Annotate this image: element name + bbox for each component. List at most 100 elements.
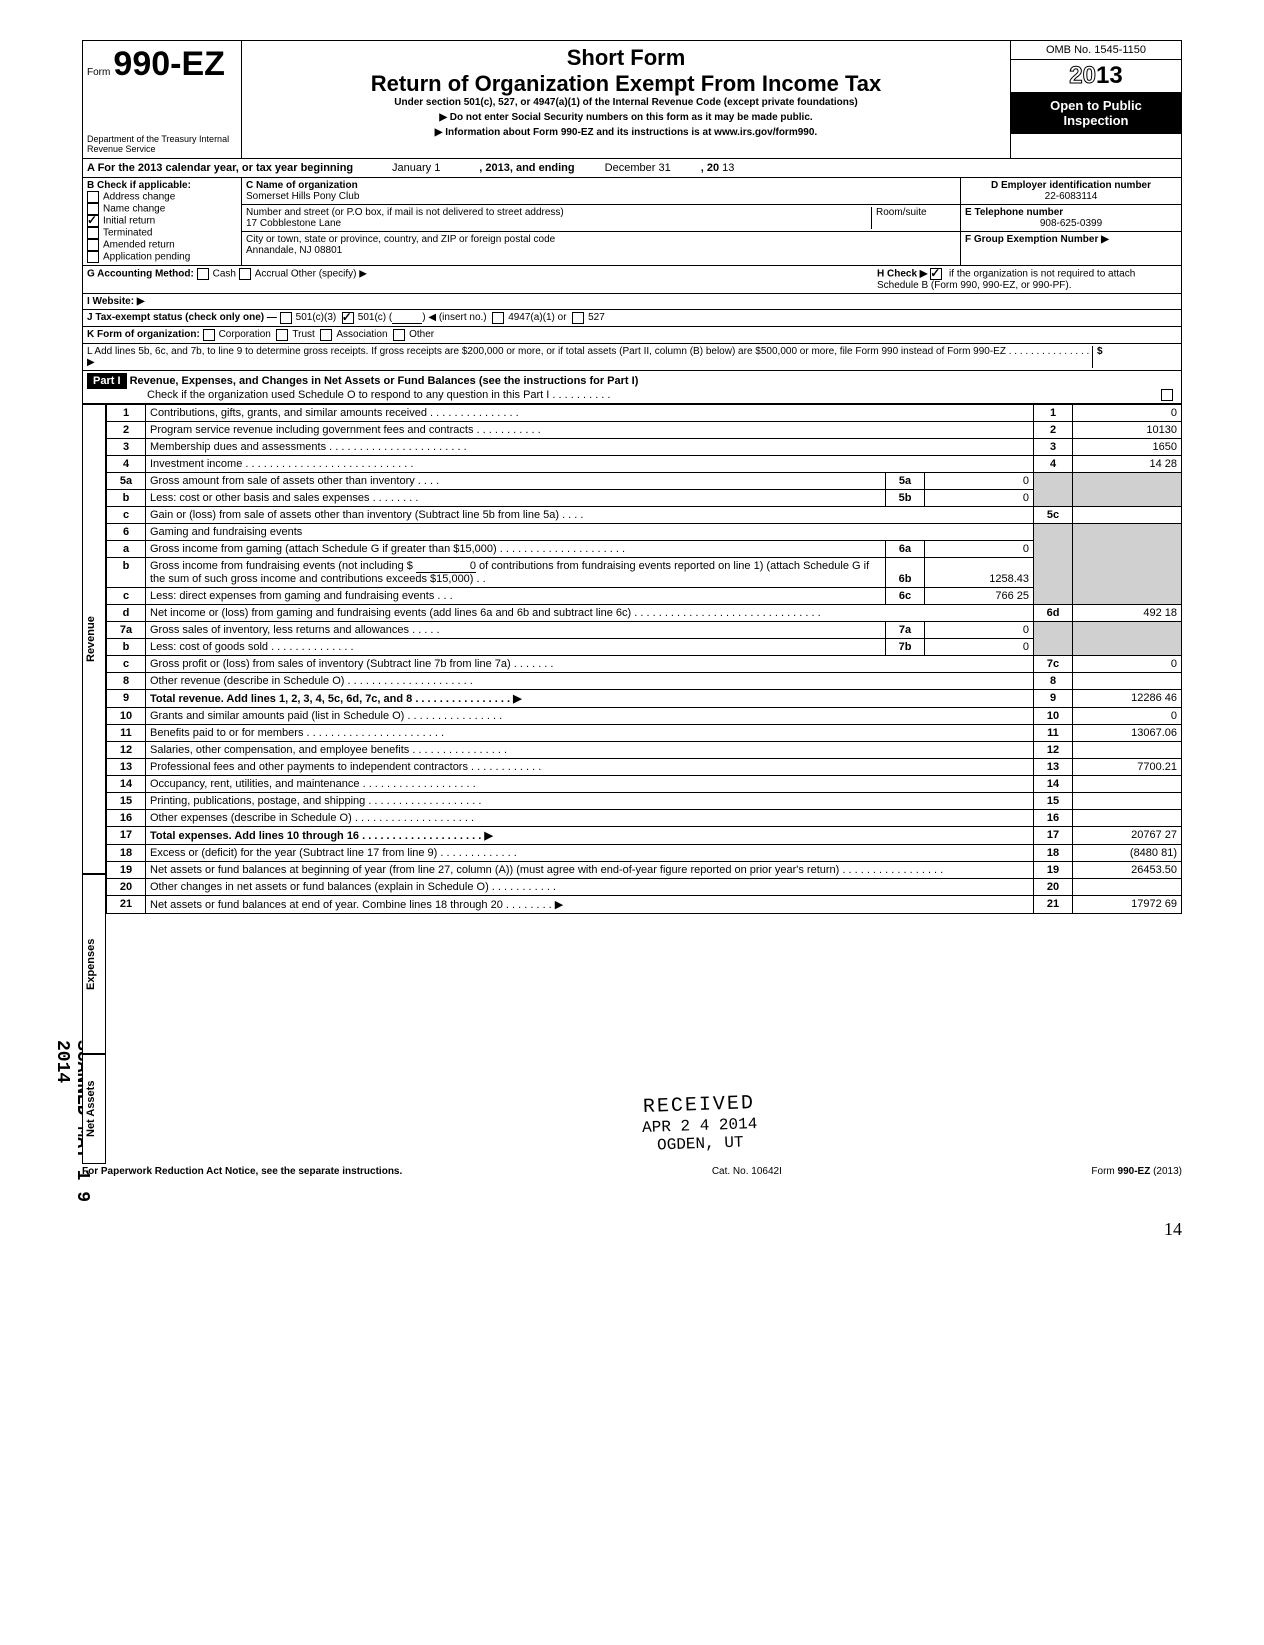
line6a-num: a <box>107 541 146 558</box>
subtitle: Under section 501(c), 527, or 4947(a)(1)… <box>246 97 1006 108</box>
lbl-501c-suffix: ) ◀ (insert no.) <box>422 312 486 324</box>
line10-val: 0 <box>1073 708 1182 725</box>
line21-box: 21 <box>1034 896 1073 914</box>
line2-num: 2 <box>107 422 146 439</box>
line17-val: 20767 27 <box>1073 827 1182 845</box>
row-g: G Accounting Method: Cash Accrual Other … <box>82 266 1182 294</box>
tax-year-end: December 31 <box>578 162 698 174</box>
ein-value: 22-6083114 <box>1045 191 1098 202</box>
l-dollar: $ <box>1097 346 1103 357</box>
chk-accrual[interactable] <box>239 268 251 280</box>
line19-box: 19 <box>1034 862 1073 879</box>
line16-num: 16 <box>107 810 146 827</box>
line8-val <box>1073 673 1182 690</box>
line1-text: Contributions, gifts, grants, and simila… <box>146 405 1034 422</box>
line5c-val <box>1073 507 1182 524</box>
line18-text: Excess or (deficit) for the year (Subtra… <box>146 845 1034 862</box>
line20-val <box>1073 879 1182 896</box>
line4-val: 14 28 <box>1073 456 1182 473</box>
line18-val: (8480 81) <box>1073 845 1182 862</box>
note-ssn: ▶ Do not enter Social Security numbers o… <box>246 112 1006 123</box>
section-bcdef: B Check if applicable: Address change Na… <box>82 178 1182 266</box>
main-title: Return of Organization Exempt From Incom… <box>246 71 1006 97</box>
chk-527[interactable] <box>572 312 584 324</box>
form-header: Form 990-EZ Department of the Treasury I… <box>82 40 1182 159</box>
line15-num: 15 <box>107 793 146 810</box>
row-k: K Form of organization: Corporation Trus… <box>82 327 1182 344</box>
chk-initial-return[interactable] <box>87 215 99 227</box>
page-number: 14 <box>82 1219 1182 1240</box>
line5a-num: 5a <box>107 473 146 490</box>
line14-text: Occupancy, rent, utilities, and maintena… <box>146 776 1034 793</box>
line19-num: 19 <box>107 862 146 879</box>
chk-corp[interactable] <box>203 329 215 341</box>
line3-num: 3 <box>107 439 146 456</box>
chk-501c3[interactable] <box>280 312 292 324</box>
part1-header-row: Part I Revenue, Expenses, and Changes in… <box>82 371 1182 404</box>
line15-val <box>1073 793 1182 810</box>
chk-assoc[interactable] <box>320 329 332 341</box>
form-prefix: Form <box>87 67 110 78</box>
chk-cash[interactable] <box>197 268 209 280</box>
lbl-other-org: Other <box>409 329 434 341</box>
line6d-text: Net income or (loss) from gaming and fun… <box>146 605 1034 622</box>
chk-trust[interactable] <box>276 329 288 341</box>
h-label: H Check ▶ <box>877 269 927 280</box>
line5c-box: 5c <box>1034 507 1073 524</box>
row-a-yy: 13 <box>722 162 734 174</box>
room-label: Room/suite <box>876 207 927 218</box>
line6b-box: 6b <box>886 558 925 587</box>
chk-4947a1[interactable] <box>492 312 504 324</box>
d-label: D Employer identification number <box>991 180 1151 191</box>
dept-label: Department of the Treasury Internal Reve… <box>87 134 237 154</box>
chk-terminated[interactable] <box>87 227 99 239</box>
line2-text: Program service revenue including govern… <box>146 422 1034 439</box>
part1-check-line: Check if the organization used Schedule … <box>87 389 610 401</box>
lbl-assoc: Association <box>336 329 387 341</box>
line5b-box: 5b <box>886 490 925 506</box>
chk-address-change[interactable] <box>87 191 99 203</box>
chk-501c[interactable] <box>342 312 354 324</box>
form-number: 990-EZ <box>113 45 225 83</box>
line3-text: Membership dues and assessments . . . . … <box>146 439 1034 456</box>
line7c-text: Gross profit or (loss) from sales of inv… <box>146 656 1034 673</box>
line10-box: 10 <box>1034 708 1073 725</box>
row-a-suffix: , 20 <box>701 162 719 174</box>
footer-right: Form 990-EZ (2013) <box>1091 1166 1182 1177</box>
lbl-501c: 501(c) ( <box>358 312 392 324</box>
line4-num: 4 <box>107 456 146 473</box>
chk-amended[interactable] <box>87 239 99 251</box>
line6a-box: 6a <box>886 541 925 557</box>
line10-num: 10 <box>107 708 146 725</box>
i-label: I Website: ▶ <box>87 296 145 307</box>
chk-application-pending[interactable] <box>87 251 99 263</box>
line6d-num: d <box>107 605 146 622</box>
lbl-4947a1: 4947(a)(1) or <box>508 312 566 324</box>
lbl-cash: Cash <box>213 269 236 280</box>
lbl-other-method: Other (specify) ▶ <box>291 269 367 280</box>
row-a-mid: , 2013, and ending <box>479 162 574 174</box>
f-label: F Group Exemption Number ▶ <box>965 234 1109 245</box>
lbl-501c3: 501(c)(3) <box>296 312 337 324</box>
chk-schedule-b[interactable] <box>930 268 942 280</box>
chk-schedule-o[interactable] <box>1161 389 1173 401</box>
line6-num: 6 <box>107 524 146 541</box>
row-a-label: A For the 2013 calendar year, or tax yea… <box>87 162 353 174</box>
line7a-box: 7a <box>886 622 925 638</box>
line9-box: 9 <box>1034 690 1073 708</box>
line14-num: 14 <box>107 776 146 793</box>
tax-year: 20201313 <box>1011 60 1181 92</box>
line5c-num: c <box>107 507 146 524</box>
line6a-val: 0 <box>925 541 1034 557</box>
line1-num: 1 <box>107 405 146 422</box>
line12-val <box>1073 742 1182 759</box>
line1-val: 0 <box>1073 405 1182 422</box>
lbl-trust: Trust <box>292 329 314 341</box>
side-revenue: Revenue <box>82 404 106 874</box>
footer: For Paperwork Reduction Act Notice, see … <box>82 1164 1182 1179</box>
street-label: Number and street (or P.O box, if mail i… <box>246 207 564 218</box>
line5c-text: Gain or (loss) from sale of assets other… <box>146 507 1034 524</box>
line7b-num: b <box>107 639 146 656</box>
chk-other-org[interactable] <box>393 329 405 341</box>
line1-box: 1 <box>1034 405 1073 422</box>
